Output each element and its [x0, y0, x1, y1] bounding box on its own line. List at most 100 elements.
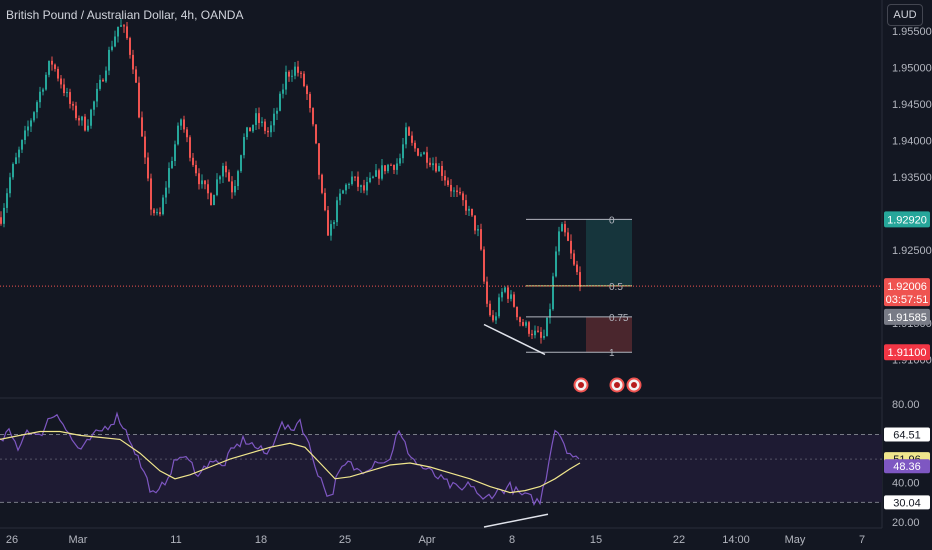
candle-body: [192, 157, 194, 165]
candle-body: [420, 154, 422, 156]
candle-body: [408, 127, 410, 136]
candle-body: [507, 287, 509, 299]
candle-body: [399, 158, 401, 164]
candle-body: [207, 184, 209, 194]
candle-body: [51, 60, 53, 65]
divergence-lines: [483, 323, 549, 528]
candle-body: [468, 208, 470, 211]
candle-body: [267, 130, 269, 133]
candle-body: [531, 333, 533, 336]
candle-body: [528, 322, 530, 334]
candle-body: [354, 176, 356, 178]
candle-body: [222, 165, 224, 177]
candle-body: [165, 187, 167, 198]
fib-level-label: 1: [609, 348, 615, 359]
candle-body: [21, 139, 23, 150]
time-tick-label: 15: [590, 534, 602, 546]
candle-body: [72, 103, 74, 106]
candle-body: [564, 224, 566, 233]
candle-body: [9, 177, 11, 194]
candle-body: [237, 171, 239, 187]
candle-body: [534, 330, 536, 336]
candle-body: [504, 287, 506, 292]
candle-body: [372, 176, 374, 178]
candle-body: [63, 84, 65, 94]
candle-body: [480, 229, 482, 250]
candle-body: [102, 79, 104, 82]
candle-body: [123, 25, 125, 27]
candle-body: [321, 174, 323, 193]
rsi-axis-ticks: 80.00 40.00 20.00: [892, 399, 920, 529]
candle-body: [537, 330, 539, 332]
candle-body: [30, 120, 32, 127]
level-075-label: 1.91585: [887, 312, 927, 324]
candle-body: [93, 101, 95, 110]
candle-body: [252, 124, 254, 132]
candle-body: [546, 317, 548, 336]
candle-body: [168, 168, 170, 188]
current-price-tag-bg: [884, 211, 930, 228]
candle-body: [189, 137, 191, 158]
candle-body: [486, 281, 488, 304]
event-icons[interactable]: [573, 377, 642, 393]
candle-body: [138, 82, 140, 118]
price-divergence-line: [483, 323, 546, 356]
time-tick-label: 14:00: [722, 534, 750, 546]
candle-body: [297, 66, 299, 73]
candle-body: [450, 184, 452, 192]
candle-body: [351, 176, 353, 185]
fib-level-label: 0.5: [609, 282, 623, 293]
stop-zone: [586, 316, 632, 353]
candle-body: [150, 178, 152, 210]
candle-body: [234, 186, 236, 193]
candle-body: [324, 192, 326, 211]
candle-body: [444, 175, 446, 181]
candle-body: [126, 26, 128, 39]
candle-body: [78, 118, 80, 121]
candle-body: [258, 113, 260, 123]
candle-body: [228, 172, 230, 182]
candle-body: [489, 303, 491, 316]
price-tick-label: 1.92500: [892, 245, 932, 257]
candle-body: [129, 38, 131, 55]
candle-body: [183, 119, 185, 130]
candle-body: [555, 251, 557, 277]
price-tick-label: 1.95000: [892, 63, 932, 75]
candle-body: [99, 79, 101, 89]
candle-body: [522, 322, 524, 326]
candle-body: [117, 26, 119, 37]
candle-body: [276, 110, 278, 114]
candle-body: [558, 231, 560, 252]
candle-body: [414, 142, 416, 149]
time-tick-label: 25: [339, 534, 351, 546]
candle-body: [156, 212, 158, 214]
candle-body: [255, 113, 257, 125]
time-tick-label: Apr: [418, 534, 435, 546]
currency-button[interactable]: AUD: [887, 4, 923, 26]
candle-body: [87, 125, 89, 131]
candle-body: [171, 160, 173, 169]
candle-body: [66, 92, 68, 94]
candle-body: [456, 190, 458, 192]
time-tick-label: 7: [859, 534, 865, 546]
candle-body: [552, 276, 554, 310]
candle-body: [84, 116, 86, 131]
candle-body: [510, 294, 512, 299]
rsi-tick-label: 80.00: [892, 399, 920, 411]
candle-body: [423, 152, 425, 155]
candle-body: [474, 215, 476, 231]
candle-body: [231, 181, 233, 193]
candle-body: [105, 70, 107, 82]
candle-body: [570, 240, 572, 254]
candle-body: [525, 322, 527, 326]
candle-body: [309, 94, 311, 109]
symbol-title: British Pound / Australian Dollar, 4h, O…: [6, 8, 244, 22]
candle-body: [501, 291, 503, 298]
candle-body: [369, 177, 371, 183]
candle-body: [285, 71, 287, 90]
time-tick-label: 26: [6, 534, 18, 546]
candle-body: [195, 164, 197, 174]
candle-body: [330, 224, 332, 236]
